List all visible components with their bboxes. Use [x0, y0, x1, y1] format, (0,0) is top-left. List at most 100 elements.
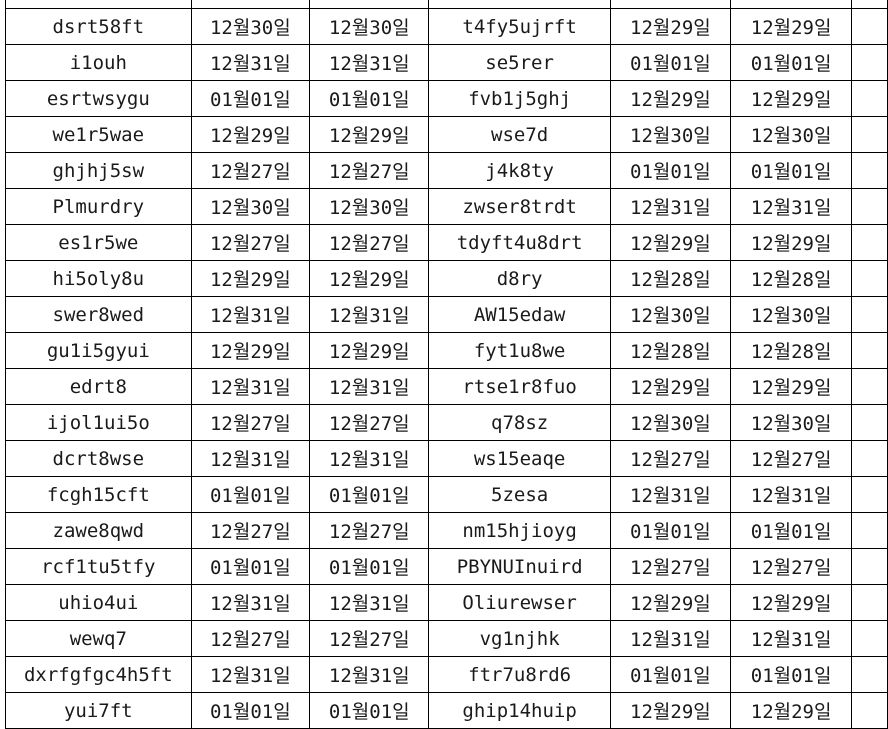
date-value-cell[interactable]: 12월29일 — [609, 8, 732, 45]
date-value-cell[interactable]: 01월01일 — [309, 548, 430, 585]
item-name-cell[interactable]: dxrfgfgc4h5ft — [5, 656, 192, 693]
date-value-cell[interactable]: 12월29일 — [730, 368, 853, 405]
item-name-cell[interactable]: fvb1j5ghj — [428, 80, 611, 117]
date-value-cell[interactable]: 12월31일 — [609, 620, 732, 657]
date-value-cell[interactable]: 12월29일 — [730, 80, 853, 117]
date-value-cell[interactable]: 12월31일 — [609, 188, 732, 225]
date-value-cell[interactable]: 12월27일 — [309, 152, 430, 189]
item-name-cell[interactable]: yui7ft — [5, 692, 192, 729]
item-name-cell[interactable]: es1r5we — [5, 224, 192, 261]
item-name-cell[interactable]: gu1i5gyui — [5, 332, 192, 369]
date-value-cell[interactable]: 01월01일 — [309, 80, 430, 117]
date-value-cell[interactable]: 12월31일 — [309, 368, 430, 405]
date-value-cell[interactable]: 12월31일 — [309, 584, 430, 621]
date-value-cell[interactable]: 01월01일 — [730, 656, 853, 693]
date-value-cell[interactable]: 12월29일 — [609, 224, 732, 261]
date-value-cell[interactable]: 12월27일 — [309, 620, 430, 657]
date-value-cell[interactable]: 12월31일 — [190, 368, 311, 405]
date-value-cell[interactable]: 12월27일 — [309, 224, 430, 261]
date-value-cell[interactable]: 12월29일 — [609, 692, 732, 729]
date-value-cell[interactable]: 12월27일 — [309, 404, 430, 441]
item-name-cell[interactable]: wse7d — [428, 116, 611, 153]
item-name-cell[interactable]: q78sz — [428, 404, 611, 441]
item-name-cell[interactable]: AW15edaw — [428, 296, 611, 333]
date-value-cell[interactable]: 12월28일 — [730, 260, 853, 297]
item-name-cell[interactable]: d8ry — [428, 260, 611, 297]
date-value-cell[interactable]: 12월27일 — [190, 152, 311, 189]
date-value-cell[interactable]: 12월27일 — [730, 440, 853, 477]
item-name-cell[interactable]: edrt8 — [5, 368, 192, 405]
date-value-cell[interactable]: 12월31일 — [730, 188, 853, 225]
date-value-cell[interactable]: 12월31일 — [190, 440, 311, 477]
item-name-cell[interactable]: uhio4ui — [5, 584, 192, 621]
date-value-cell[interactable]: 12월29일 — [609, 584, 732, 621]
date-value-cell[interactable]: 01월01일 — [609, 512, 732, 549]
date-value-cell[interactable]: 12월28일 — [609, 332, 732, 369]
date-value-cell[interactable]: 12월31일 — [190, 656, 311, 693]
item-name-cell[interactable]: zawe8qwd — [5, 512, 192, 549]
date-value-cell[interactable]: 12월29일 — [730, 224, 853, 261]
date-value-cell[interactable]: 12월27일 — [730, 548, 853, 585]
date-value-cell[interactable]: 01월01일 — [190, 548, 311, 585]
date-value-cell[interactable]: 12월30일 — [730, 404, 853, 441]
date-value-cell[interactable]: 01월01일 — [190, 692, 311, 729]
item-name-cell[interactable]: j4k8ty — [428, 152, 611, 189]
date-value-cell[interactable]: 12월29일 — [190, 116, 311, 153]
date-value-cell[interactable]: 12월27일 — [190, 620, 311, 657]
date-value-cell[interactable]: 12월27일 — [309, 512, 430, 549]
item-name-cell[interactable]: hi5oly8u — [5, 260, 192, 297]
date-value-cell[interactable]: 12월29일 — [190, 332, 311, 369]
date-value-cell[interactable]: 12월31일 — [190, 584, 311, 621]
date-value-cell[interactable]: 12월31일 — [190, 44, 311, 81]
item-name-cell[interactable]: fcgh15cft — [5, 476, 192, 513]
date-value-cell[interactable]: 12월27일 — [190, 512, 311, 549]
date-value-cell[interactable]: 12월30일 — [730, 116, 853, 153]
date-value-cell[interactable]: 12월29일 — [609, 368, 732, 405]
item-name-cell[interactable]: se5rer — [428, 44, 611, 81]
item-name-cell[interactable]: i1ouh — [5, 44, 192, 81]
date-value-cell[interactable]: 12월30일 — [309, 8, 430, 45]
item-name-cell[interactable]: dcrt8wse — [5, 440, 192, 477]
date-value-cell[interactable]: 12월29일 — [609, 80, 732, 117]
item-name-cell[interactable]: ftr7u8rd6 — [428, 656, 611, 693]
item-name-cell[interactable]: rcf1tu5tfy — [5, 548, 192, 585]
date-value-cell[interactable]: 12월30일 — [609, 296, 732, 333]
item-name-cell[interactable]: zwser8trdt — [428, 188, 611, 225]
date-value-cell[interactable]: 12월28일 — [730, 332, 853, 369]
date-value-cell[interactable]: 12월29일 — [190, 260, 311, 297]
date-value-cell[interactable]: 12월29일 — [730, 584, 853, 621]
date-value-cell[interactable]: 01월01일 — [190, 80, 311, 117]
date-value-cell[interactable]: 01월01일 — [609, 656, 732, 693]
date-value-cell[interactable]: 12월29일 — [309, 332, 430, 369]
item-name-cell[interactable]: ghip14huip — [428, 692, 611, 729]
item-name-cell[interactable]: fyt1u8we — [428, 332, 611, 369]
item-name-cell[interactable]: tdyft4u8drt — [428, 224, 611, 261]
date-value-cell[interactable]: 12월31일 — [309, 44, 430, 81]
date-value-cell[interactable]: 12월27일 — [190, 224, 311, 261]
date-value-cell[interactable]: 12월28일 — [609, 260, 732, 297]
date-value-cell[interactable]: 12월31일 — [309, 656, 430, 693]
date-value-cell[interactable]: 12월27일 — [190, 404, 311, 441]
date-value-cell[interactable]: 12월29일 — [309, 260, 430, 297]
date-value-cell[interactable]: 12월29일 — [730, 8, 853, 45]
date-value-cell[interactable]: 01월01일 — [730, 44, 853, 81]
date-value-cell[interactable]: 12월30일 — [190, 188, 311, 225]
date-value-cell[interactable]: 12월30일 — [609, 404, 732, 441]
date-value-cell[interactable]: 12월30일 — [609, 116, 732, 153]
item-name-cell[interactable]: nm15hjioyg — [428, 512, 611, 549]
date-value-cell[interactable]: 12월31일 — [730, 620, 853, 657]
item-name-cell[interactable]: Oliurewser — [428, 584, 611, 621]
date-value-cell[interactable]: 01월01일 — [309, 476, 430, 513]
item-name-cell[interactable]: PBYNUInuird — [428, 548, 611, 585]
item-name-cell[interactable]: rtse1r8fuo — [428, 368, 611, 405]
item-name-cell[interactable]: swer8wed — [5, 296, 192, 333]
item-name-cell[interactable]: dsrt58ft — [5, 8, 192, 45]
item-name-cell[interactable]: esrtwsygu — [5, 80, 192, 117]
date-value-cell[interactable]: 12월29일 — [730, 692, 853, 729]
item-name-cell[interactable]: ws15eaqe — [428, 440, 611, 477]
date-value-cell[interactable]: 01월01일 — [609, 152, 732, 189]
date-value-cell[interactable]: 12월31일 — [309, 296, 430, 333]
date-value-cell[interactable]: 12월31일 — [190, 296, 311, 333]
date-value-cell[interactable]: 12월30일 — [730, 296, 853, 333]
date-value-cell[interactable]: 01월01일 — [609, 44, 732, 81]
